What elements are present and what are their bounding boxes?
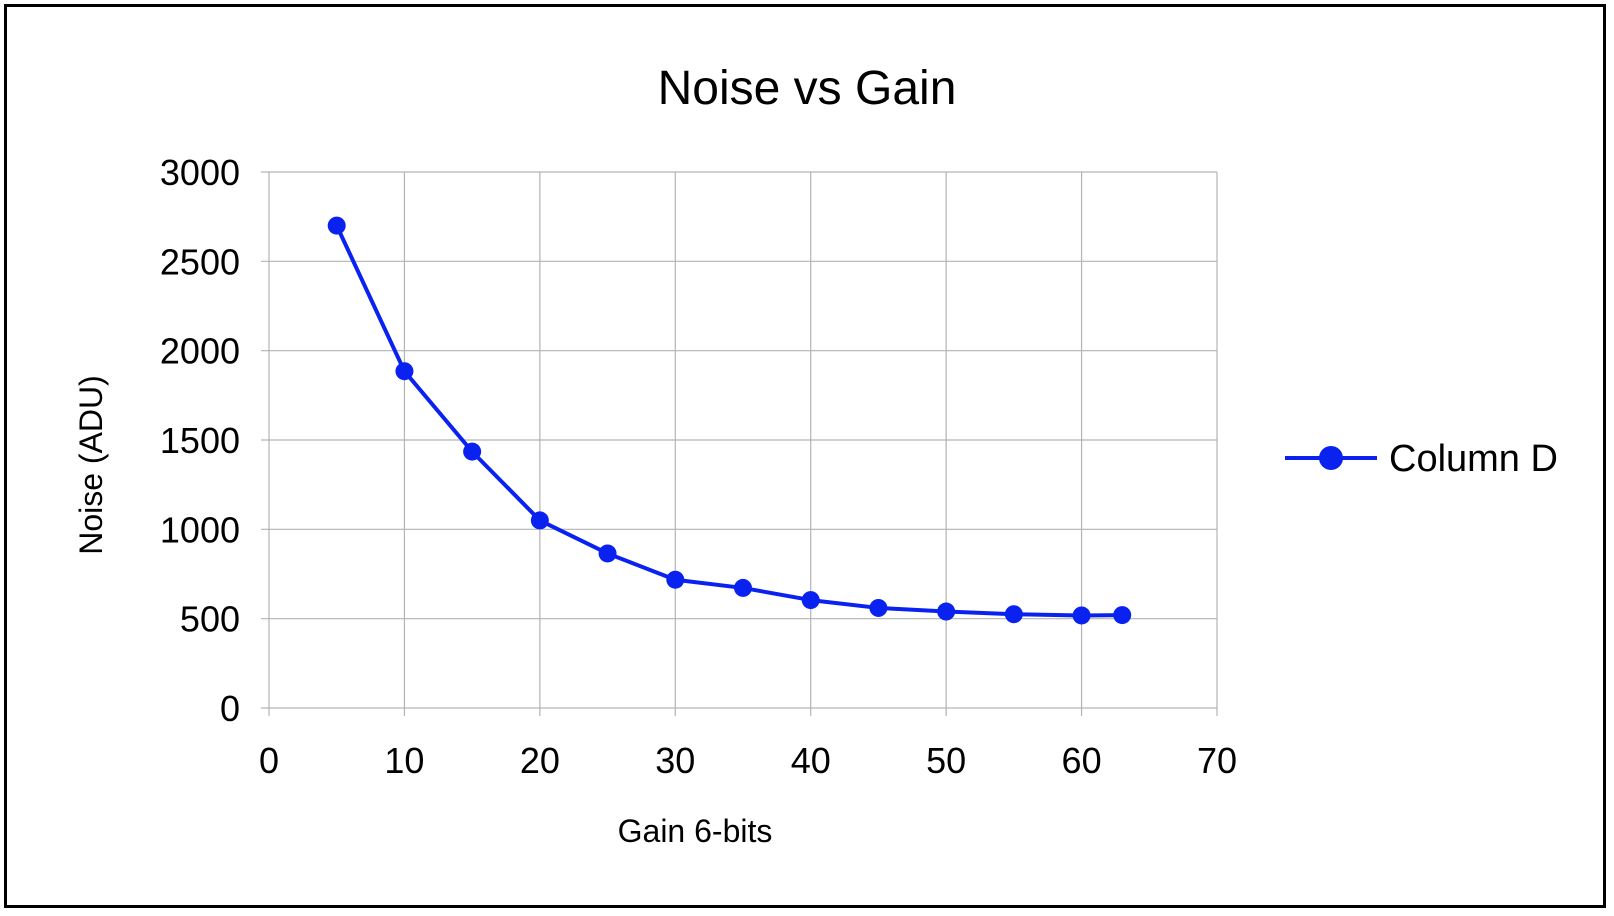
data-point (530, 511, 549, 530)
x-tick-labels: 0 10 20 30 40 50 60 70 (259, 740, 1237, 781)
data-point (1072, 606, 1091, 625)
data-point (598, 544, 617, 563)
x-tick-label: 60 (1062, 740, 1102, 781)
data-point (937, 602, 956, 621)
grid-lines (261, 171, 1218, 716)
data-point (666, 570, 685, 589)
data-point (734, 578, 752, 597)
y-tick-label: 500 (180, 599, 240, 640)
x-tick-label: 50 (926, 740, 966, 781)
x-tick-label: 0 (259, 740, 279, 781)
series-line-0 (334, 224, 1123, 618)
y-tick-label: 1000 (160, 509, 240, 550)
x-tick-label: 40 (791, 740, 831, 781)
y-tick-label: 2000 (160, 331, 240, 372)
data-point (395, 362, 414, 381)
x-axis-title: Gain 6-bits (618, 813, 773, 849)
y-tick-label: 2500 (160, 241, 240, 282)
data-point (463, 442, 482, 461)
y-tick-label: 1500 (160, 420, 240, 461)
data-point (1004, 605, 1023, 624)
x-tick-label: 10 (384, 740, 424, 781)
data-point (869, 598, 888, 617)
data-point (801, 591, 820, 610)
y-tick-label: 0 (220, 688, 240, 729)
legend: Column D (1285, 438, 1558, 480)
series-layer (327, 216, 1132, 625)
y-tick-labels: 0 500 1000 1500 2000 2500 3000 (160, 152, 240, 729)
chart-title: Noise vs Gain (658, 62, 957, 115)
legend-marker-column-d (1319, 446, 1343, 470)
y-tick-label: 3000 (160, 152, 240, 193)
x-tick-label: 30 (655, 740, 695, 781)
data-point (1113, 606, 1132, 625)
x-tick-label: 20 (520, 740, 560, 781)
x-tick-label: 70 (1197, 740, 1237, 781)
y-axis-title: Noise (ADU) (73, 375, 109, 555)
data-point (327, 216, 346, 235)
legend-label-column-d: Column D (1389, 438, 1558, 480)
